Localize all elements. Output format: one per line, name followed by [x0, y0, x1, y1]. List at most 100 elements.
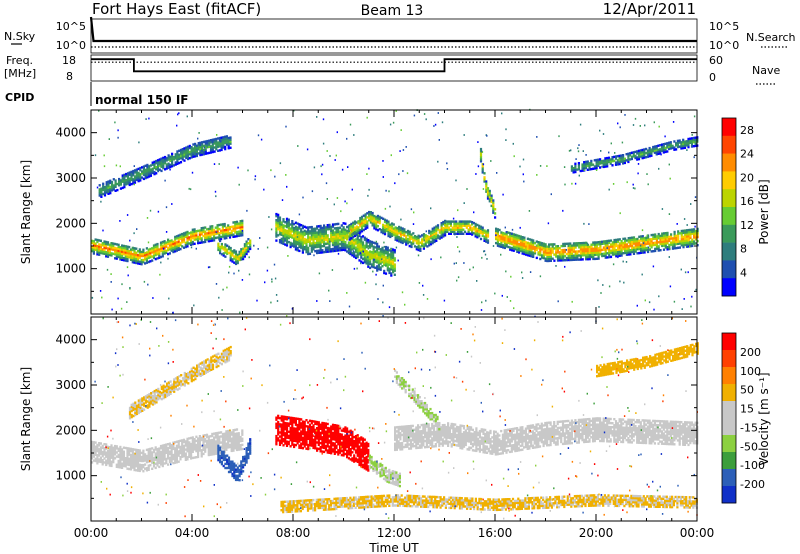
- power-cell-1: [146, 172, 149, 175]
- power-scatter-cell: [430, 258, 432, 261]
- power-cell-3: [351, 248, 354, 251]
- power-cell-0: [184, 245, 187, 249]
- power-scatter-cell: [694, 196, 697, 198]
- power-cell-8: [577, 162, 580, 165]
- power-cell-3: [310, 230, 313, 233]
- power-scatter-cell: [382, 301, 384, 304]
- power-cell-1: [125, 179, 128, 182]
- power-cell-3: [314, 229, 317, 232]
- power-cell-1: [146, 174, 149, 177]
- power-cell-1: [114, 183, 117, 186]
- power-scatter-cell: [694, 225, 696, 228]
- power-cell-1: [169, 163, 172, 167]
- power-cell-3: [289, 243, 292, 247]
- power-cell-1: [132, 178, 135, 181]
- power-cell-2: [242, 251, 245, 255]
- power-cell-0: [129, 254, 133, 257]
- power-scatter-cell: [390, 154, 392, 157]
- power-cell-0: [145, 247, 148, 250]
- power-scatter-cell: [375, 240, 377, 243]
- power-cell-1: [171, 152, 174, 156]
- power-cell-1: [112, 186, 115, 189]
- power-scatter-cell: [522, 158, 525, 161]
- power-cell-0: [221, 233, 224, 236]
- power-cell-0: [239, 234, 242, 237]
- power-cell-1: [155, 168, 158, 171]
- power-cell-1: [192, 153, 195, 156]
- power-scatter-cell: [634, 117, 637, 120]
- power-cell-3: [305, 226, 308, 229]
- power-cell-3: [307, 252, 310, 256]
- power-cell-0: [156, 257, 159, 260]
- power-cell-3: [278, 224, 282, 228]
- power-cell-1: [119, 187, 122, 190]
- power-cell-3: [356, 237, 359, 240]
- power-cell-0: [174, 235, 177, 239]
- power-cell-0: [177, 234, 180, 237]
- power-cell-3: [379, 248, 382, 251]
- power-cell-1: [181, 150, 184, 153]
- power-cell-3: [333, 245, 336, 248]
- power-cell-1: [186, 145, 190, 148]
- power-cell-0: [197, 229, 200, 233]
- power-scatter-cell: [329, 240, 331, 243]
- power-cell-2: [238, 254, 241, 258]
- power-scatter-cell: [147, 241, 150, 244]
- power-cell-1: [204, 148, 207, 151]
- power-cell-1: [146, 163, 149, 167]
- power-cell-0: [200, 237, 203, 240]
- power-cell-0: [241, 219, 244, 223]
- power-cell-0: [133, 261, 136, 264]
- power-cell-0: [235, 224, 239, 228]
- power-cell-0: [218, 223, 221, 227]
- power-cell-0: [110, 248, 113, 251]
- power-scatter-cell: [644, 299, 646, 302]
- power-cell-1: [209, 141, 213, 144]
- power-scatter-cell: [599, 129, 601, 132]
- power-scatter-cell: [186, 115, 188, 118]
- power-scatter-cell: [394, 182, 396, 185]
- power-scatter-cell: [452, 217, 455, 220]
- power-cell-0: [92, 252, 95, 255]
- power-cell-3: [321, 226, 324, 230]
- power-cell-0: [174, 243, 177, 247]
- power-cell-1: [135, 176, 138, 179]
- power-scatter-cell: [172, 311, 174, 314]
- power-cell-1: [194, 155, 197, 158]
- power-cell-3: [294, 227, 297, 231]
- power-cell-1: [114, 179, 117, 182]
- power-cell-2: [234, 254, 238, 257]
- power-cell-3: [291, 236, 294, 239]
- power-cell-1: [172, 156, 175, 159]
- power-scatter-cell: [133, 183, 135, 186]
- power-cell-3: [316, 231, 319, 234]
- power-cell-7: [670, 233, 673, 236]
- power-cell-3: [349, 246, 352, 250]
- power-cell-3: [330, 231, 333, 235]
- power-cell-0: [204, 234, 207, 237]
- power-cell-0: [137, 258, 140, 261]
- power-scatter-cell: [583, 222, 585, 225]
- power-cell-1: [135, 170, 138, 173]
- power-cell-3: [301, 239, 304, 242]
- power-scatter-cell: [338, 246, 340, 248]
- power-cell-1: [222, 140, 225, 143]
- power-cell-3: [298, 245, 301, 249]
- vel-cell-0: [232, 449, 235, 452]
- power-scatter-cell: [636, 304, 638, 307]
- power-cell-2: [247, 250, 250, 253]
- power-cell-1: [103, 188, 107, 191]
- power-cell-3: [303, 229, 306, 233]
- power-cell-3: [354, 246, 358, 249]
- power-cell-3: [319, 228, 322, 232]
- power-scatter-cell: [263, 188, 265, 191]
- power-cell-2: [243, 249, 246, 252]
- power-scatter-cell: [296, 249, 299, 252]
- power-cell-1: [98, 188, 101, 191]
- power-cell-3: [324, 250, 327, 254]
- power-scatter-cell: [171, 203, 173, 205]
- power-cell-0: [237, 226, 240, 229]
- power-cell-3: [383, 257, 386, 260]
- power-cell-3: [284, 231, 287, 234]
- power-cell-0: [126, 249, 129, 252]
